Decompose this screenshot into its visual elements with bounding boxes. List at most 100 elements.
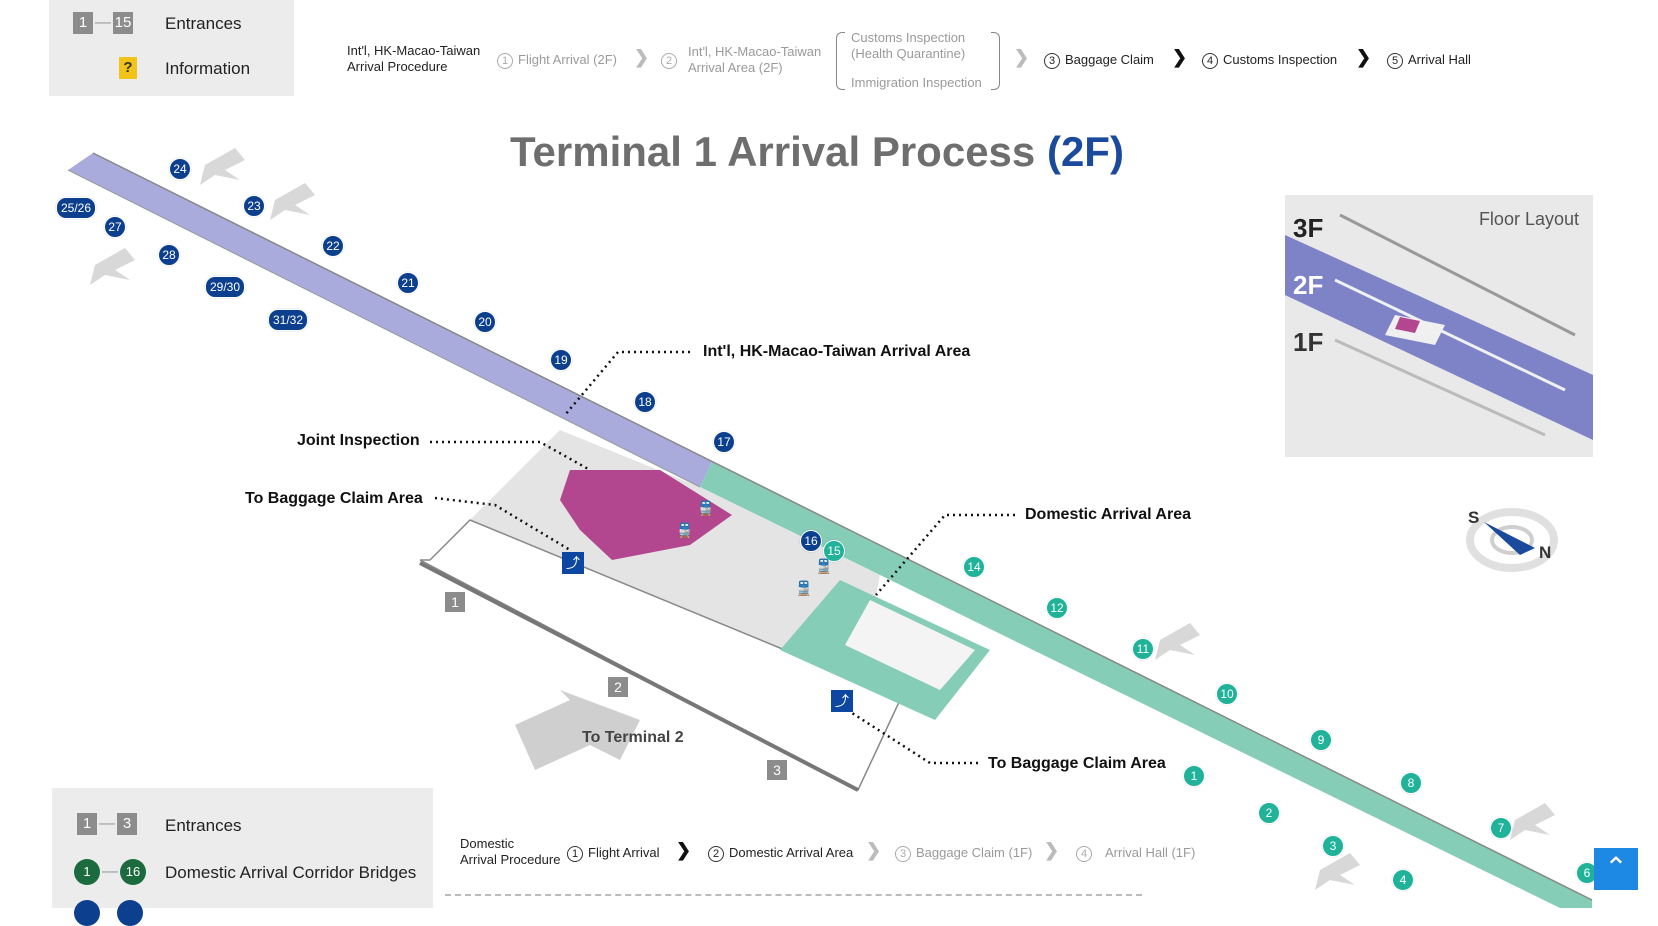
gate-badge: 21 xyxy=(397,272,419,294)
domestic-step-4: 4 Arrival Hall (1F) xyxy=(1076,845,1195,862)
gate-badge: 19 xyxy=(550,349,572,371)
gate-badge: 2 xyxy=(1258,802,1280,824)
gate-badge: 16 xyxy=(800,530,822,552)
intl-step-1: 1 Flight Arrival (2F) xyxy=(497,52,617,69)
shuttle-icon: 🚆 xyxy=(815,558,833,574)
entrance-marker: 3 xyxy=(767,760,787,780)
shuttle-icon: 🚆 xyxy=(676,522,694,538)
gate-badge: 11 xyxy=(1132,638,1154,660)
intl-step-2: Int'l, HK-Macao-Taiwan Arrival Area (2F) xyxy=(688,44,822,75)
gate-badge: 27 xyxy=(104,216,126,238)
compass-icon xyxy=(1466,508,1558,572)
chevron-up-icon: ⌃ xyxy=(1604,852,1628,883)
gate-badge: 9 xyxy=(1310,729,1332,751)
entrance-marker: 1 xyxy=(445,592,465,612)
domestic-step-2: 2 Domestic Arrival Area xyxy=(708,845,853,862)
gate-badge: 8 xyxy=(1400,772,1422,794)
entrance-icon-to: 3 xyxy=(117,813,137,835)
entrances-legend-label: Entrances xyxy=(165,14,242,33)
floor-3f-label: 3F xyxy=(1293,213,1324,243)
entrance-icon-from: 1 xyxy=(73,12,93,34)
entrance-icon-from: 1 xyxy=(77,813,97,835)
callout-baggage-left: To Baggage Claim Area xyxy=(245,490,423,507)
intl-pier xyxy=(68,153,712,487)
chevron-icon: ❯ xyxy=(1356,47,1372,67)
intl-procedure-title: Int'l, HK-Macao-Taiwan Arrival Procedure xyxy=(347,43,481,74)
gate-badge: 23 xyxy=(243,195,265,217)
chevron-icon: ❯ xyxy=(1014,47,1030,67)
floor-2f-label: 2F xyxy=(1293,270,1324,300)
gate-badge: 22 xyxy=(322,235,344,257)
gate-badge: 12 xyxy=(1046,597,1068,619)
gate-badge: 24 xyxy=(169,158,191,180)
compass-s-label: S xyxy=(1468,508,1480,527)
gate-badge: 17 xyxy=(713,431,735,453)
airplane-icons xyxy=(90,148,1555,890)
intl-step-4: 4 Customs Inspection xyxy=(1202,52,1337,69)
domestic-rooms xyxy=(845,600,975,690)
divider xyxy=(445,894,1142,896)
floor-layout-title: Floor Layout xyxy=(1478,209,1579,229)
bridge-icon-to: 16 xyxy=(120,859,146,885)
entrances-legend: 1—15 xyxy=(73,12,133,34)
chevron-icon: ❯ xyxy=(634,47,650,67)
information-icon: ? xyxy=(119,57,137,79)
domestic-bridges-legend-label: Domestic Arrival Corridor Bridges xyxy=(165,863,417,882)
domestic-bridges-legend: 1—16 xyxy=(74,859,146,885)
domestic-procedure-title: Domestic Arrival Procedure xyxy=(460,836,561,867)
floor-1f-label: 1F xyxy=(1293,327,1324,357)
scroll-top-button[interactable]: ⌃ xyxy=(1594,848,1638,890)
joint-inspection-zone xyxy=(560,470,732,560)
shuttle-icon: 🚆 xyxy=(697,500,715,516)
chevron-icon: ❯ xyxy=(866,840,882,860)
gate-badge: 4 xyxy=(1392,869,1414,891)
chevron-icon: ❯ xyxy=(676,840,692,860)
callout-baggage-right: To Baggage Claim Area xyxy=(988,755,1166,772)
gate-badge: 25/26 xyxy=(56,197,96,219)
legend-bottom: 1—3 Entrances 1—16 Domestic Arrival Corr… xyxy=(52,788,433,926)
page-title: Terminal 1 Arrival Process (2F) xyxy=(510,128,1124,175)
gate-badge: 7 xyxy=(1490,817,1512,839)
bridge-icon-from: 1 xyxy=(74,859,100,885)
intl-bridge-icon xyxy=(117,900,143,926)
entrance-marker: 2 xyxy=(608,677,628,697)
information-legend-label: Information xyxy=(165,59,251,78)
domestic-step-1: 1 Flight Arrival xyxy=(567,845,660,862)
intl-step-3: 3 Baggage Claim xyxy=(1044,52,1154,69)
legend-top: 1—15 Entrances ? Information xyxy=(49,0,294,96)
callout-to-terminal2: To Terminal 2 xyxy=(582,729,684,746)
chevron-icon: ❯ xyxy=(1044,840,1060,860)
gate-badge: 31/32 xyxy=(268,309,308,331)
customs-health: Customs Inspection (Health Quarantine) xyxy=(851,30,966,61)
entrances-legend: 1—3 xyxy=(77,813,137,835)
compass-n-label: N xyxy=(1539,543,1552,562)
gate-badge: 20 xyxy=(474,311,496,333)
escalator-icon: ⤴ xyxy=(831,690,853,712)
immigration-inspection: Immigration Inspection xyxy=(851,75,982,90)
gate-badge: 10 xyxy=(1216,683,1238,705)
callout-domestic-area: Domestic Arrival Area xyxy=(1025,506,1191,523)
intl-bridge-icon xyxy=(74,900,100,926)
entrances-legend-label: Entrances xyxy=(165,816,242,835)
callout-joint-inspection: Joint Inspection xyxy=(297,432,420,449)
domestic-step-3: 3 Baggage Claim (1F) xyxy=(895,845,1032,862)
gate-badge: 18 xyxy=(634,391,656,413)
gate-badge: 14 xyxy=(963,556,985,578)
bracket-left xyxy=(836,32,845,90)
floor-layout-inset: Floor Layout 3F 2F 1F xyxy=(1285,195,1593,457)
callout-intl-area: Int'l, HK-Macao-Taiwan Arrival Area xyxy=(703,343,971,360)
gate-badge: 1 xyxy=(1183,765,1205,787)
shuttle-icon: 🚆 xyxy=(795,580,813,596)
gate-badge: 15 xyxy=(823,540,845,562)
terminal2-arrow xyxy=(515,690,640,770)
gate-badge: 29/30 xyxy=(205,276,245,298)
intl-step-5: 5 Arrival Hall xyxy=(1387,52,1471,69)
bracket-right xyxy=(991,32,1000,90)
escalator-icon: ⤴ xyxy=(562,552,584,574)
intl-step-2-num: 2 xyxy=(661,52,682,69)
floor-layout-drawing xyxy=(1285,213,1593,440)
chevron-icon: ❯ xyxy=(1172,47,1188,67)
domestic-pier xyxy=(700,462,1592,908)
gate-badge: 3 xyxy=(1322,835,1344,857)
